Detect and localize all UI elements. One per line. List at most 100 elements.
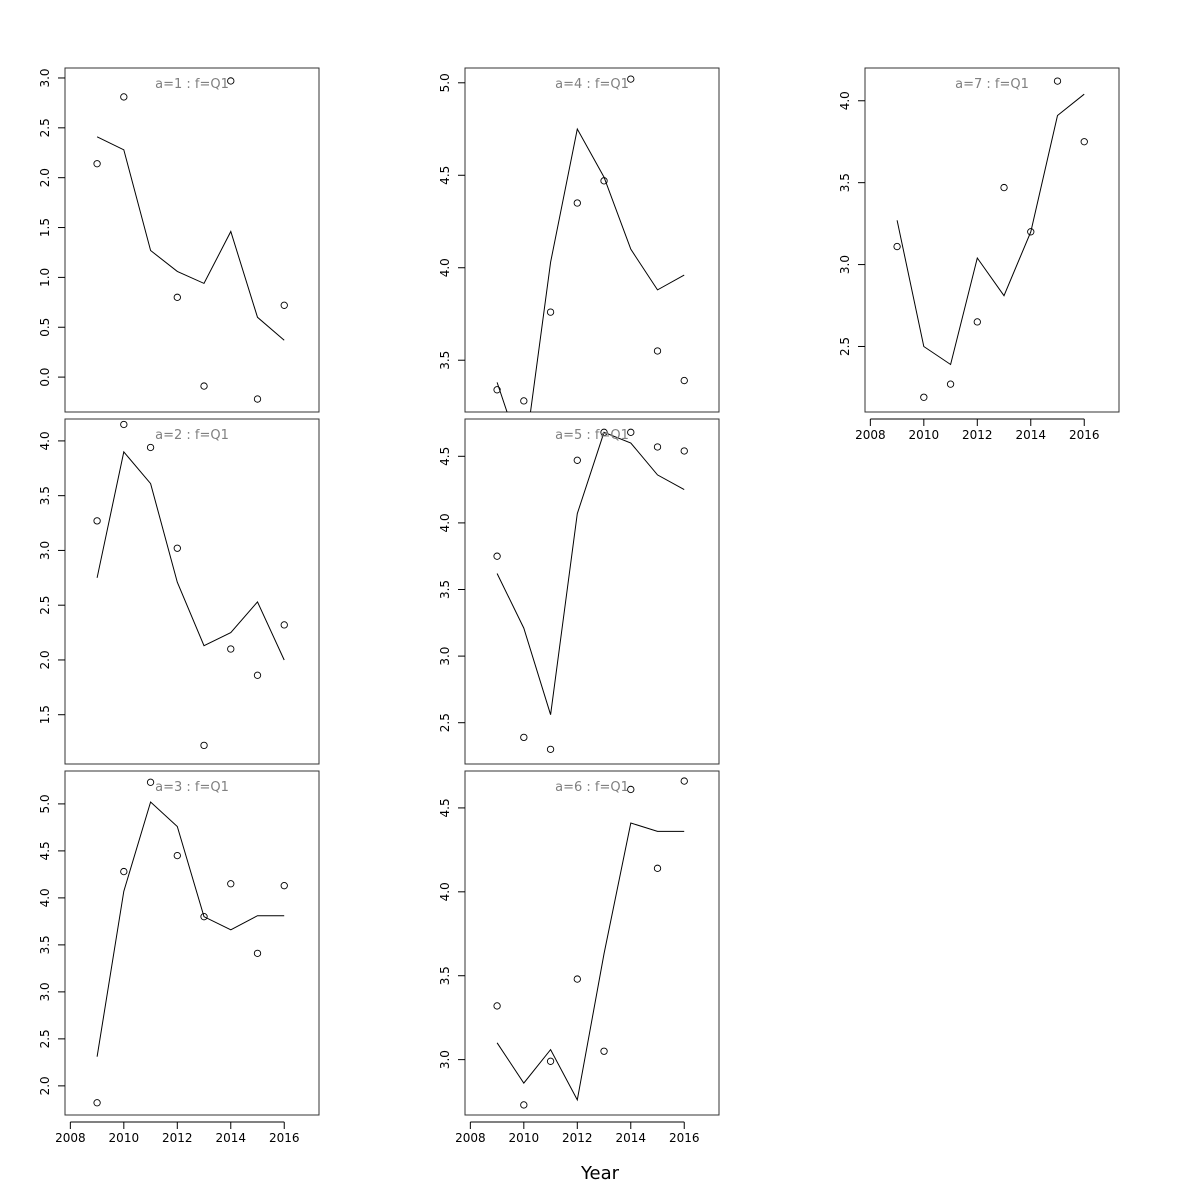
fit-line [96, 136, 285, 341]
panel-label: a=1 : f=Q1 [155, 77, 229, 92]
y-tick-label: 3.5 [838, 173, 852, 192]
y-tick-label: 4.0 [838, 91, 852, 110]
panel-plot-area [493, 75, 688, 412]
panel-label: a=3 : f=Q1 [155, 780, 229, 795]
data-point [600, 177, 608, 185]
data-point [973, 318, 981, 326]
panel-label: a=7 : f=Q1 [955, 77, 1029, 92]
panel-frame [464, 770, 720, 1116]
panel-frame [464, 418, 720, 765]
data-point [546, 1057, 555, 1065]
y-tick-label: 3.0 [838, 255, 852, 274]
data-point [173, 851, 181, 860]
panel-label: a=5 : f=Q1 [555, 428, 629, 443]
y-tick-label: 2.0 [38, 650, 52, 669]
panel-frame [64, 418, 320, 765]
y-tick-label: 2.5 [38, 1029, 52, 1048]
data-point [173, 544, 181, 552]
data-point [93, 160, 101, 168]
fit-line [96, 801, 285, 1057]
data-point [573, 199, 581, 207]
y-tick-label: 1.5 [38, 218, 52, 237]
y-tick-label: 4.0 [438, 882, 452, 901]
data-point [493, 386, 501, 394]
panel-plot-area [893, 77, 1088, 401]
data-point [520, 1101, 528, 1109]
panel-6: 3.0 3.5 4.0 4.5 2008 2010 2012 2014 2016 a=6 : f=… [438, 770, 720, 1145]
data-point [1000, 183, 1008, 192]
y-tick-label: 2.5 [838, 337, 852, 356]
data-point [573, 456, 581, 464]
data-point [200, 913, 208, 921]
panel-plot-area [93, 77, 288, 403]
data-point [200, 741, 208, 750]
panel-7: 2.5 3.0 3.5 4.0 2008 2010 2012 2014 2016 a=7 : f=… [838, 67, 1120, 442]
y-tick-label: 3.0 [438, 1050, 452, 1069]
y-tick-label: 3.5 [438, 580, 452, 599]
y-tick-label: 4.5 [438, 447, 452, 466]
data-point [146, 778, 155, 786]
data-point [227, 645, 235, 653]
x-tick-label: 2010 [909, 428, 940, 442]
data-point [253, 949, 262, 957]
y-tick-label: 5.0 [438, 73, 452, 92]
x-tick-label: 2008 [855, 428, 886, 442]
y-tick-label: 3.5 [438, 351, 452, 370]
data-point [946, 380, 955, 388]
data-point [280, 301, 288, 309]
data-point [493, 552, 501, 560]
panel-1: 0.0 0.5 1.0 1.5 2.0 2.5 3.0 a=1 : f=Q1 [38, 67, 320, 413]
data-point [653, 864, 662, 872]
data-point [653, 347, 662, 355]
x-tick-label: 2008 [455, 1131, 486, 1145]
data-point [627, 75, 635, 83]
x-tick-label: 2014 [1015, 428, 1046, 442]
data-point [680, 447, 688, 455]
panel-frame [64, 67, 320, 413]
x-tick-label: 2012 [162, 1131, 193, 1145]
y-tick-label: 2.5 [38, 118, 52, 137]
y-tick-label: 4.0 [38, 431, 52, 450]
y-tick-label: 4.5 [38, 841, 52, 860]
y-tick-label: 4.0 [438, 258, 452, 277]
panel-4: 3.5 4.0 4.5 5.0 a=4 : f=Q1 [438, 67, 720, 413]
panels-layer: 0.0 0.5 1.0 1.5 2.0 2.5 3.0 a=1 : f=Q1 1.5 2.0 2.5… [38, 67, 1120, 1145]
data-point [520, 733, 528, 742]
data-point [600, 428, 608, 436]
y-tick-label: 3.5 [38, 486, 52, 505]
panel-3: 2.0 2.5 3.0 3.5 4.0 4.5 5.0 2008 2010 2012 2014 201… [38, 770, 320, 1145]
panel-2: 1.5 2.0 2.5 3.0 3.5 4.0 a=2 : f=Q1 [38, 418, 320, 765]
data-point [920, 393, 928, 401]
data-point [627, 428, 635, 436]
data-point [493, 1002, 501, 1010]
data-point [120, 867, 128, 876]
data-point [573, 975, 581, 983]
fit-line [496, 431, 685, 715]
y-tick-label: 2.5 [38, 596, 52, 615]
panel-plot-area [93, 778, 288, 1107]
y-tick-label: 3.0 [38, 982, 52, 1001]
panel-plot-area [493, 777, 688, 1109]
x-tick-label: 2014 [615, 1131, 646, 1145]
data-point [200, 382, 208, 390]
data-point [280, 882, 288, 890]
data-point [546, 745, 555, 753]
y-tick-label: 4.5 [438, 798, 452, 817]
y-tick-label: 1.5 [38, 705, 52, 724]
fit-line [496, 822, 685, 1102]
data-point [227, 880, 235, 888]
panel-label: a=4 : f=Q1 [555, 77, 629, 92]
y-tick-label: 2.5 [438, 713, 452, 732]
data-point [1053, 77, 1062, 85]
data-point [627, 785, 635, 794]
panel-frame [464, 67, 720, 413]
x-axis-title: Year [580, 1163, 620, 1184]
y-tick-label: 2.0 [38, 1076, 52, 1095]
data-point [546, 308, 555, 316]
fit-line [96, 450, 285, 661]
y-tick-label: 0.5 [38, 318, 52, 337]
panel-label: a=6 : f=Q1 [555, 780, 629, 795]
panel-plot-area [493, 428, 688, 753]
data-point [680, 376, 688, 385]
